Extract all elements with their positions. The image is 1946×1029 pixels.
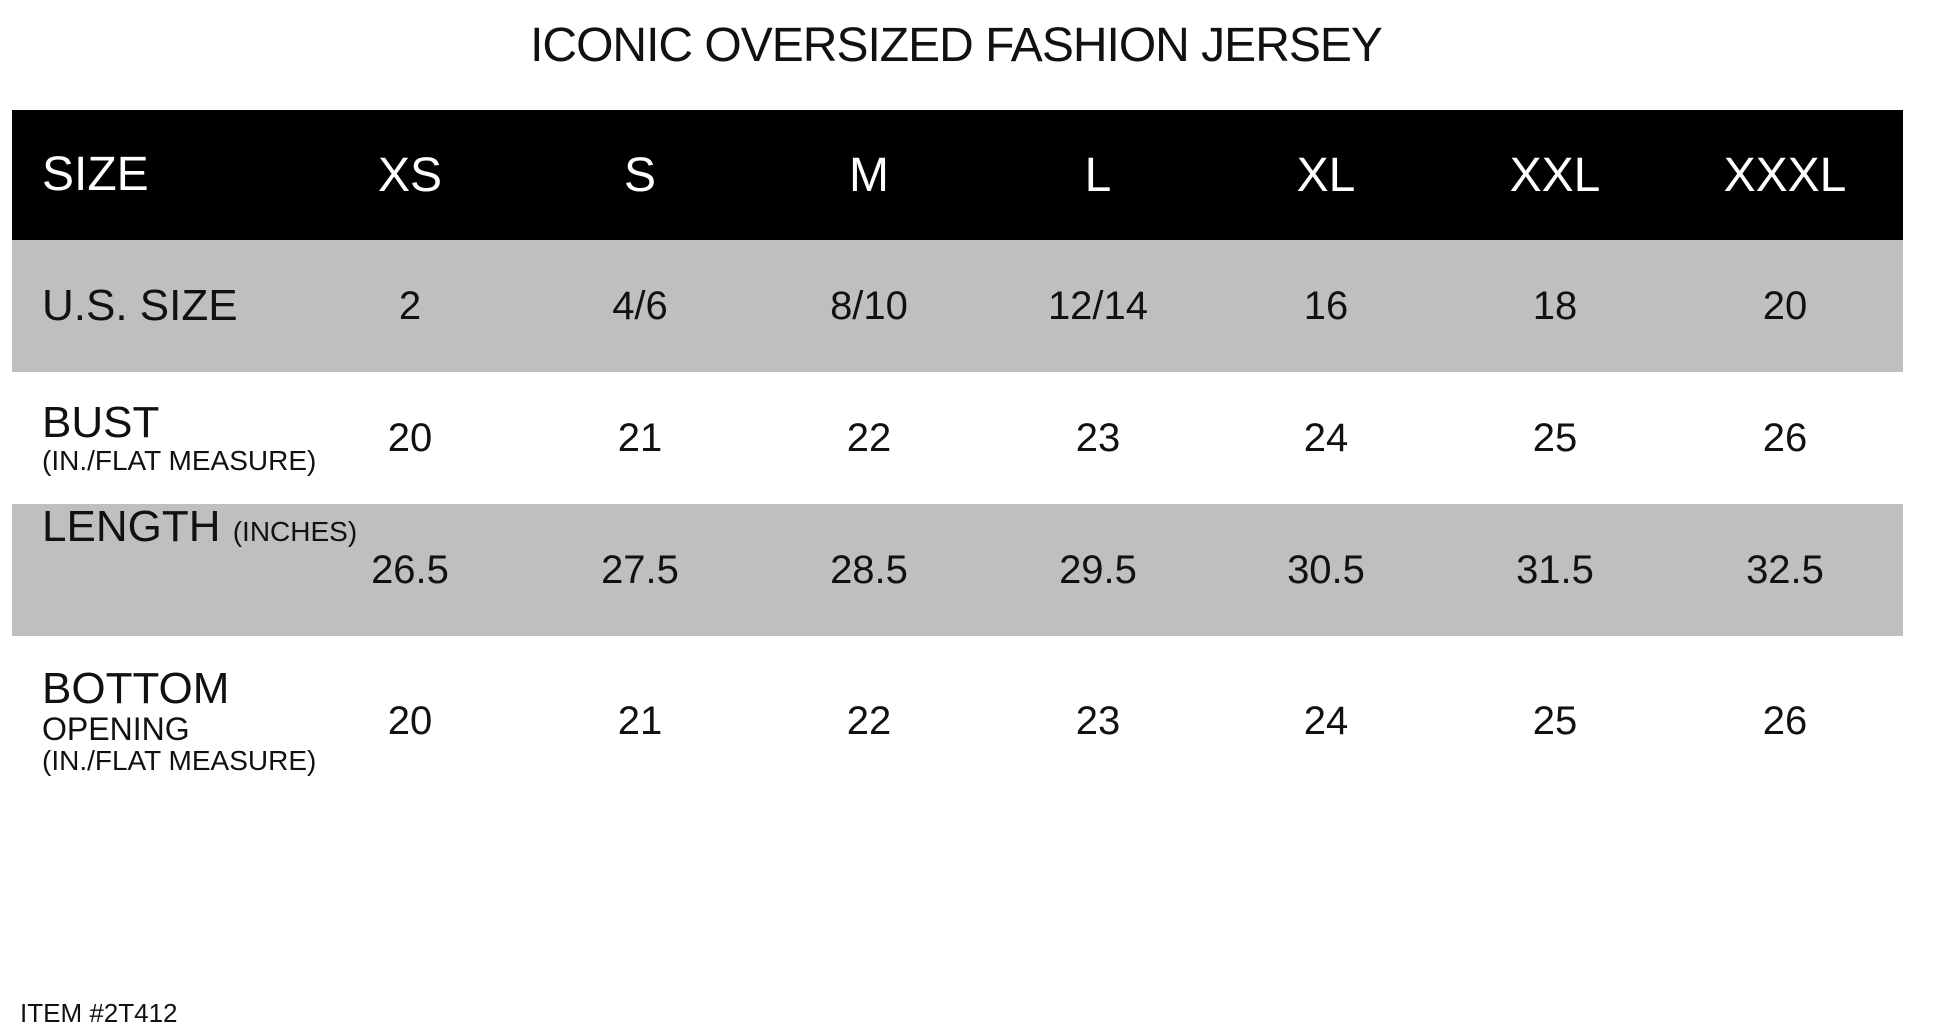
row-label: BUST bbox=[42, 398, 160, 448]
item-number: ITEM #2T412 bbox=[20, 998, 178, 1028]
table-cell: 25 bbox=[1532, 415, 1578, 460]
header-row: SIZE XS S M L XL XXL XXXL bbox=[12, 110, 1903, 240]
table-cell: 28.5 bbox=[830, 547, 908, 592]
size-header-xs: XS bbox=[377, 148, 443, 202]
table-cell: 22 bbox=[846, 698, 892, 743]
table-cell: 22 bbox=[846, 415, 892, 460]
table-cell: 31.5 bbox=[1516, 547, 1594, 592]
table-cell: 12/14 bbox=[1047, 283, 1149, 328]
size-header-xl: XL bbox=[1296, 148, 1356, 202]
table-cell: 16 bbox=[1303, 283, 1349, 328]
chart-title: ICONIC OVERSIZED FASHION JERSEY bbox=[530, 19, 1383, 72]
table-cell: 27.5 bbox=[601, 547, 679, 592]
table-cell: 30.5 bbox=[1287, 547, 1365, 592]
size-header-xxxl: XXXL bbox=[1723, 148, 1847, 202]
table-cell: 4/6 bbox=[612, 283, 668, 328]
table-cell: 2 bbox=[398, 283, 422, 328]
table-cell: 21 bbox=[617, 698, 663, 743]
table-cell: 23 bbox=[1075, 415, 1121, 460]
table-cell: 26 bbox=[1762, 698, 1808, 743]
table-cell: 26 bbox=[1762, 415, 1808, 460]
table-cell: 24 bbox=[1303, 698, 1349, 743]
table-cell: 8/10 bbox=[830, 283, 908, 328]
table-cell: 18 bbox=[1532, 283, 1578, 328]
size-header-s: S bbox=[623, 148, 656, 202]
row-us-size: U.S. SIZE 2 4/6 8/10 12/14 16 18 20 bbox=[12, 240, 1903, 372]
table-cell: 23 bbox=[1075, 698, 1121, 743]
row-bust: BUST (IN./FLAT MEASURE) 20 21 22 23 24 25 26 bbox=[12, 372, 1903, 504]
row-bottom-opening: BOTTOM OPENING (IN./FLAT MEASURE) 20 21 22 23… bbox=[12, 636, 1903, 806]
size-header-m: M bbox=[849, 148, 889, 202]
row-label: LENGTH bbox=[42, 502, 221, 551]
size-header-xxl: XXL bbox=[1509, 148, 1601, 202]
table-cell: 20 bbox=[1762, 283, 1808, 328]
row-length: LENGTH (INCHES) 26.5 27.5 28.5 29.5 30.5 31.5… bbox=[12, 502, 1903, 636]
row-sublabel: OPENING bbox=[42, 710, 190, 747]
header-label: SIZE bbox=[42, 147, 149, 201]
table-cell: 29.5 bbox=[1059, 547, 1137, 592]
size-chart-table: SIZE XS S M L XL XXL XXXL U.S. SIZE 2 4/6 8/10 12… bbox=[12, 110, 1903, 806]
table-cell: 20 bbox=[387, 415, 433, 460]
table-cell: 24 bbox=[1303, 415, 1349, 460]
table-cell: 26.5 bbox=[371, 547, 449, 592]
row-sublabel: (IN./FLAT MEASURE) bbox=[42, 745, 317, 777]
row-label: U.S. SIZE bbox=[42, 280, 238, 330]
table-cell: 25 bbox=[1532, 698, 1578, 743]
row-label: BOTTOM bbox=[42, 664, 230, 714]
row-sublabel: (INCHES) bbox=[232, 516, 358, 547]
size-header-l: L bbox=[1084, 148, 1112, 202]
table-cell: 21 bbox=[617, 415, 663, 460]
table-cell: 20 bbox=[387, 698, 433, 743]
row-sublabel: (IN./FLAT MEASURE) bbox=[42, 445, 317, 477]
table-cell: 32.5 bbox=[1746, 547, 1824, 592]
